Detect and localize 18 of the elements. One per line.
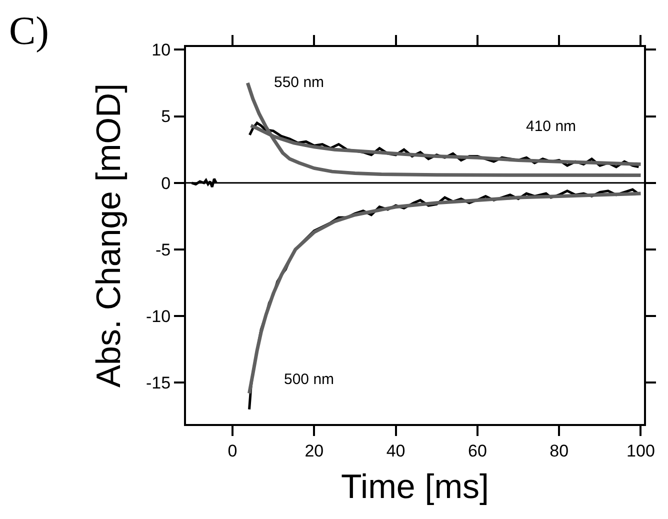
- x-tick-label: 40: [386, 441, 406, 460]
- x-axis-title: Time [ms]: [341, 468, 489, 506]
- y-tick-label: -15: [146, 374, 171, 393]
- y-tick-label: -10: [146, 307, 171, 326]
- x-tick-label: 0: [228, 441, 238, 460]
- annotation: 500 nm: [284, 371, 334, 388]
- y-tick-label: 5: [161, 107, 171, 126]
- x-tick-label: 100: [626, 441, 655, 460]
- y-tick-label: 0: [161, 174, 171, 193]
- annotation: 550 nm: [274, 74, 324, 91]
- x-tick-label: 60: [468, 441, 487, 460]
- annotation: 410 nm: [526, 118, 576, 135]
- y-tick-label: -5: [155, 240, 171, 260]
- text: C): [9, 8, 49, 53]
- y-tick-label: 10: [152, 40, 171, 60]
- x-tick-label: 20: [304, 441, 324, 460]
- x-tick-label: 80: [550, 441, 569, 460]
- y-axis-title: Abs. Change [mOD]: [90, 83, 128, 388]
